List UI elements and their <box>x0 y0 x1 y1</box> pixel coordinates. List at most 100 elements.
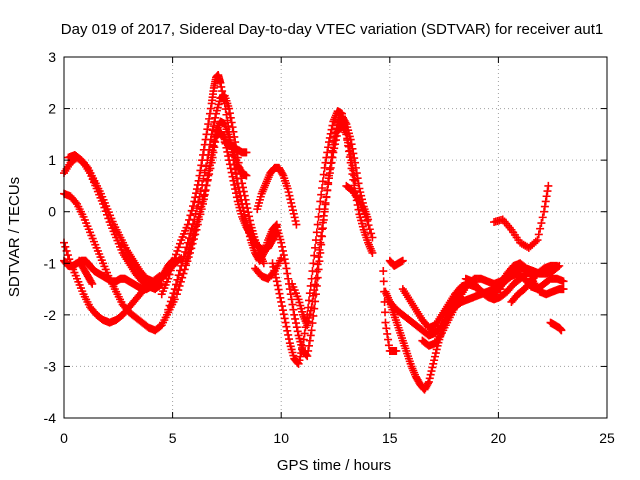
data-point <box>198 197 207 206</box>
data-point <box>281 318 290 327</box>
data-point <box>344 142 353 151</box>
data-point <box>343 134 352 143</box>
data-point <box>194 198 203 207</box>
data-point <box>273 281 282 290</box>
data-point <box>165 301 174 310</box>
plot-frame <box>63 56 608 419</box>
data-point <box>208 153 217 162</box>
data-point <box>245 212 254 221</box>
data-point <box>285 335 294 344</box>
data-point <box>238 183 247 192</box>
data-point <box>223 147 232 156</box>
data-point <box>363 216 372 225</box>
data-point <box>303 352 312 361</box>
series-arc-28 <box>379 267 401 355</box>
data-point <box>313 273 322 282</box>
data-point <box>398 256 407 265</box>
data-point <box>243 204 252 213</box>
data-point <box>226 113 235 122</box>
data-point <box>305 336 314 345</box>
x-tick-label: 25 <box>599 430 615 446</box>
data-point <box>342 130 351 139</box>
data-point <box>278 246 287 255</box>
data-point <box>319 211 328 220</box>
data-point <box>382 324 391 333</box>
data-point <box>294 359 303 368</box>
data-point <box>361 212 370 221</box>
data-point <box>537 219 546 228</box>
data-point <box>281 259 290 268</box>
data-point <box>227 168 236 177</box>
data-point <box>349 166 358 175</box>
data-point <box>166 297 175 306</box>
data-point <box>172 280 181 289</box>
data-point <box>164 274 173 283</box>
data-point <box>380 297 389 306</box>
data-point <box>284 330 293 339</box>
data-point <box>318 177 327 186</box>
data-point <box>224 152 233 161</box>
data-point <box>189 231 198 240</box>
data-point <box>531 237 540 246</box>
data-point <box>197 202 206 211</box>
data-point <box>425 374 434 383</box>
data-point <box>291 314 300 323</box>
data-point <box>278 242 287 251</box>
data-point <box>324 138 333 147</box>
series-arc-16 <box>288 120 360 330</box>
data-point <box>298 345 307 354</box>
data-point <box>206 135 215 144</box>
data-point <box>304 346 313 355</box>
data-point <box>314 253 323 262</box>
data-point <box>289 209 298 218</box>
data-point <box>244 208 253 217</box>
data-point <box>326 163 335 172</box>
data-point <box>289 305 298 314</box>
data-point <box>297 349 306 358</box>
data-point <box>217 82 226 91</box>
data-point <box>63 251 72 260</box>
data-point <box>242 199 251 208</box>
data-point <box>320 205 329 214</box>
data-point <box>540 207 549 216</box>
data-point <box>430 352 439 361</box>
data-point <box>431 349 440 358</box>
data-point <box>225 160 234 169</box>
data-point <box>188 236 197 245</box>
data-point <box>309 311 318 320</box>
data-point <box>211 113 220 122</box>
data-point <box>429 359 438 368</box>
data-point <box>207 158 216 167</box>
data-point <box>192 222 201 231</box>
data-point <box>364 221 373 230</box>
data-point <box>287 198 296 207</box>
data-point <box>553 261 562 270</box>
data-point <box>228 172 237 181</box>
data-point <box>349 175 358 184</box>
data-point <box>344 138 353 147</box>
data-point <box>338 109 347 118</box>
data-point <box>295 356 304 365</box>
data-point <box>170 254 179 263</box>
data-point <box>314 212 323 221</box>
data-point <box>543 187 552 196</box>
data-point <box>300 329 309 338</box>
data-point <box>197 161 206 170</box>
data-point <box>365 225 374 234</box>
data-point <box>204 120 213 129</box>
data-point <box>176 277 185 286</box>
data-point <box>293 327 302 336</box>
y-tick-label: -4 <box>44 410 57 426</box>
data-point <box>229 176 238 185</box>
data-point <box>201 187 210 196</box>
data-point <box>210 143 219 152</box>
data-point <box>291 216 300 225</box>
data-point <box>318 225 327 234</box>
data-point <box>61 242 70 251</box>
data-point <box>306 306 315 315</box>
data-point <box>356 188 365 197</box>
data-point <box>284 274 293 283</box>
data-point <box>328 121 337 130</box>
data-point <box>302 351 311 360</box>
data-point <box>279 251 288 260</box>
